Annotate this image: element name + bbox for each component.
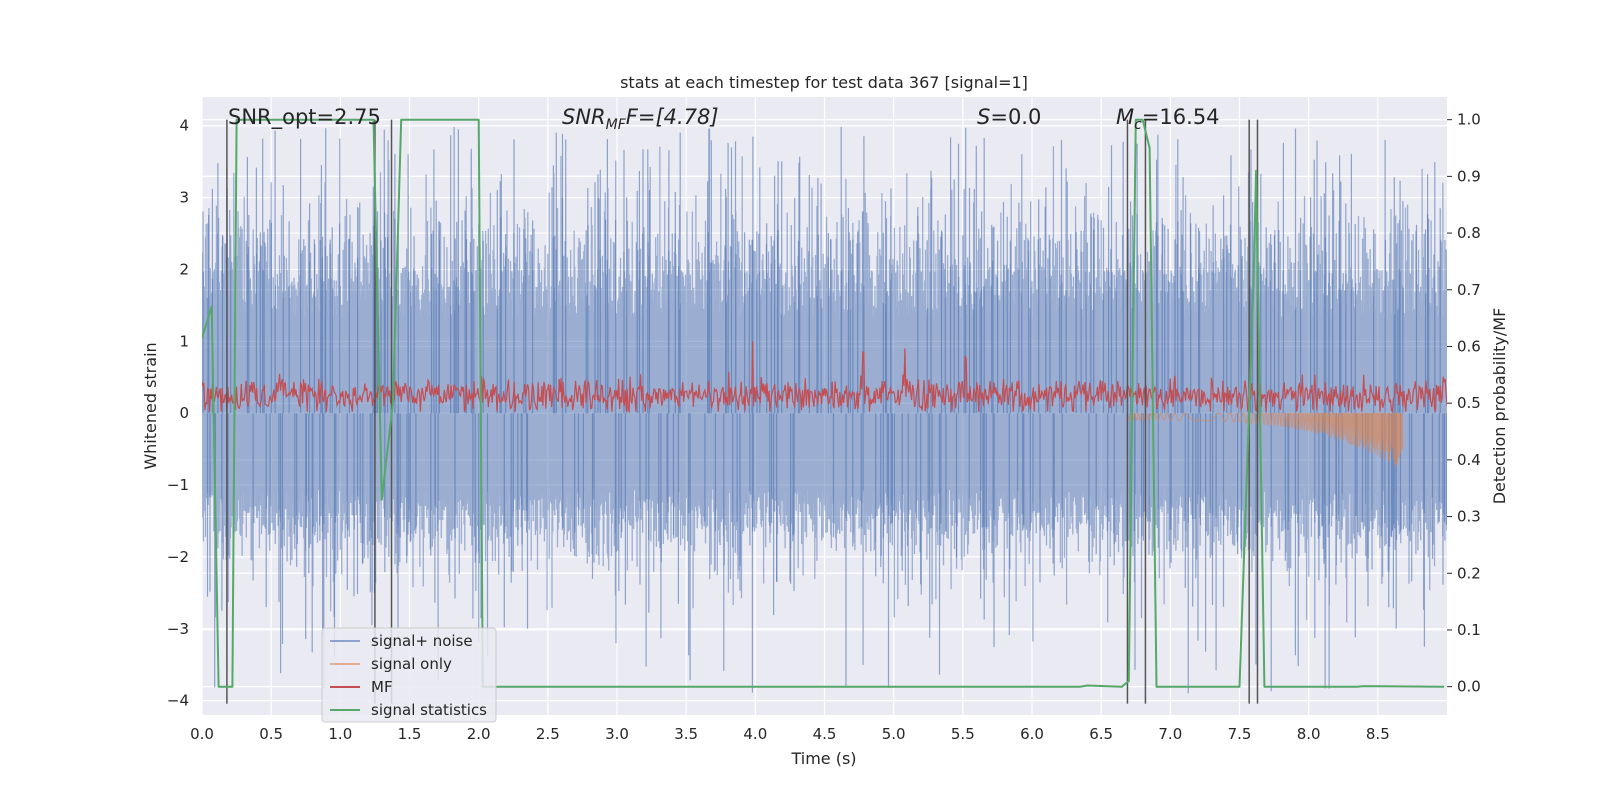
y-tick-label: −2 [167, 548, 189, 566]
x-tick-label: 1.5 [398, 725, 422, 743]
x-tick-label: 7.5 [1228, 725, 1252, 743]
y-right-tick-label: 0.1 [1457, 621, 1481, 639]
series-mf [202, 341, 1447, 414]
y-right-tick-label: 0.8 [1457, 224, 1481, 242]
y-right-tick-label: 0.5 [1457, 394, 1481, 412]
y-tick-label: 0 [179, 404, 189, 422]
plot-area [202, 118, 1447, 704]
annotation-s: S=0.0 [977, 105, 1041, 129]
y-tick-label: −1 [167, 476, 189, 494]
x-tick-label: 5.0 [882, 725, 906, 743]
x-tick-label: 1.0 [328, 725, 352, 743]
x-tick-label: 8.0 [1297, 725, 1321, 743]
x-tick-label: 4.5 [813, 725, 837, 743]
y-tick-label: −3 [167, 620, 189, 638]
x-tick-label: 3.0 [605, 725, 629, 743]
y-right-tick-label: 0.9 [1457, 167, 1481, 185]
y-right-tick-label: 0.4 [1457, 451, 1481, 469]
y-right-tick-label: 0.0 [1457, 678, 1481, 696]
y-tick-label: 2 [179, 260, 189, 278]
x-tick-label: 6.0 [1020, 725, 1044, 743]
x-tick-label: 5.5 [951, 725, 975, 743]
y-tick-label: 4 [179, 117, 189, 135]
y-tick-label: 3 [179, 189, 189, 207]
x-tick-label: 0.0 [190, 725, 214, 743]
y-right-tick-label: 0.3 [1457, 508, 1481, 526]
x-tick-label: 4.0 [743, 725, 767, 743]
x-tick-label: 2.5 [536, 725, 560, 743]
legend-label-mf: MF [371, 678, 393, 696]
y-right-tick-label: 0.6 [1457, 337, 1481, 355]
y-right-tick-label: 0.7 [1457, 281, 1481, 299]
x-tick-label: 7.0 [1158, 725, 1182, 743]
annotation-snr-mf: SNRMFF=[4.78] [562, 105, 719, 133]
series-signal-only [1128, 411, 1404, 467]
ticks: 0.0 0.5 1.0 1.5 2.0 2.5 3.0 3.5 4.0 4.5 5.0 5.5 6.0 6… [167, 111, 1481, 743]
legend: signal+ noise signal only MF signal stat… [321, 627, 497, 723]
x-tick-label: 0.5 [259, 725, 283, 743]
y-right-tick-label: 0.2 [1457, 564, 1481, 582]
y-right-tick-label: 1.0 [1457, 111, 1481, 129]
x-tick-label: 3.5 [674, 725, 698, 743]
series-signal-statistics [202, 118, 1445, 688]
legend-label-signal-only: signal only [371, 655, 452, 673]
legend-label-signal-statistics: signal statistics [371, 701, 487, 719]
x-tick-label: 6.5 [1089, 725, 1113, 743]
legend-label-signal-noise: signal+ noise [371, 632, 473, 650]
x-tick-label: 8.5 [1366, 725, 1390, 743]
y-tick-label: 1 [179, 332, 189, 350]
x-axis-label: Time (s) [790, 749, 856, 768]
x-tick-label: 2.0 [467, 725, 491, 743]
legend-box [321, 627, 497, 723]
y-right-axis-label: Detection probability/MF [1490, 308, 1509, 505]
y-tick-label: −4 [167, 692, 189, 710]
y-axis-label: Whitened strain [141, 342, 160, 469]
annotation-snr-opt: SNR_opt=2.75 [228, 105, 381, 130]
chart-title: stats at each timestep for test data 367… [620, 73, 1028, 92]
annotation-mc: Mc=16.54 [1116, 105, 1220, 133]
